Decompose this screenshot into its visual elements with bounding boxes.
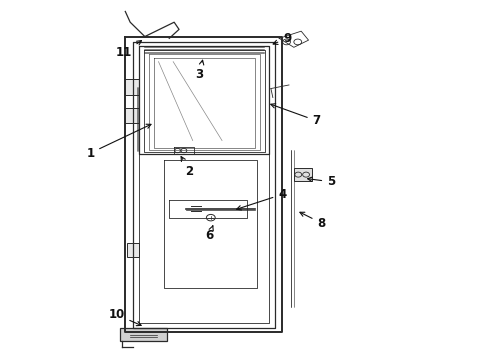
FancyBboxPatch shape [294,168,313,181]
FancyBboxPatch shape [125,108,139,123]
Text: 9: 9 [273,32,292,45]
Text: 7: 7 [271,104,321,127]
FancyBboxPatch shape [127,243,139,257]
Text: 3: 3 [196,60,204,81]
Text: 6: 6 [205,226,213,242]
FancyBboxPatch shape [121,328,167,341]
Text: 10: 10 [108,308,141,326]
Text: 8: 8 [300,212,326,230]
Text: 11: 11 [116,41,142,59]
Text: 2: 2 [181,157,194,177]
Text: 1: 1 [86,124,151,159]
FancyBboxPatch shape [125,79,139,95]
Text: 5: 5 [308,175,335,188]
Text: 4: 4 [237,188,287,210]
